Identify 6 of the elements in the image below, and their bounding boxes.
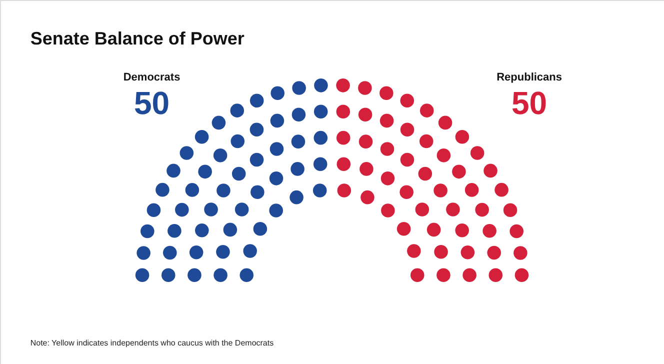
data-label: 50 xyxy=(134,85,170,122)
data-label: 50 xyxy=(512,85,548,122)
category-label: Democrats xyxy=(123,72,180,84)
category-label: Republicans xyxy=(496,72,562,84)
text: Note: Yellow indicates independents who caucus with the Democrats xyxy=(30,338,274,348)
text: Senate Balance of Power xyxy=(30,28,244,49)
